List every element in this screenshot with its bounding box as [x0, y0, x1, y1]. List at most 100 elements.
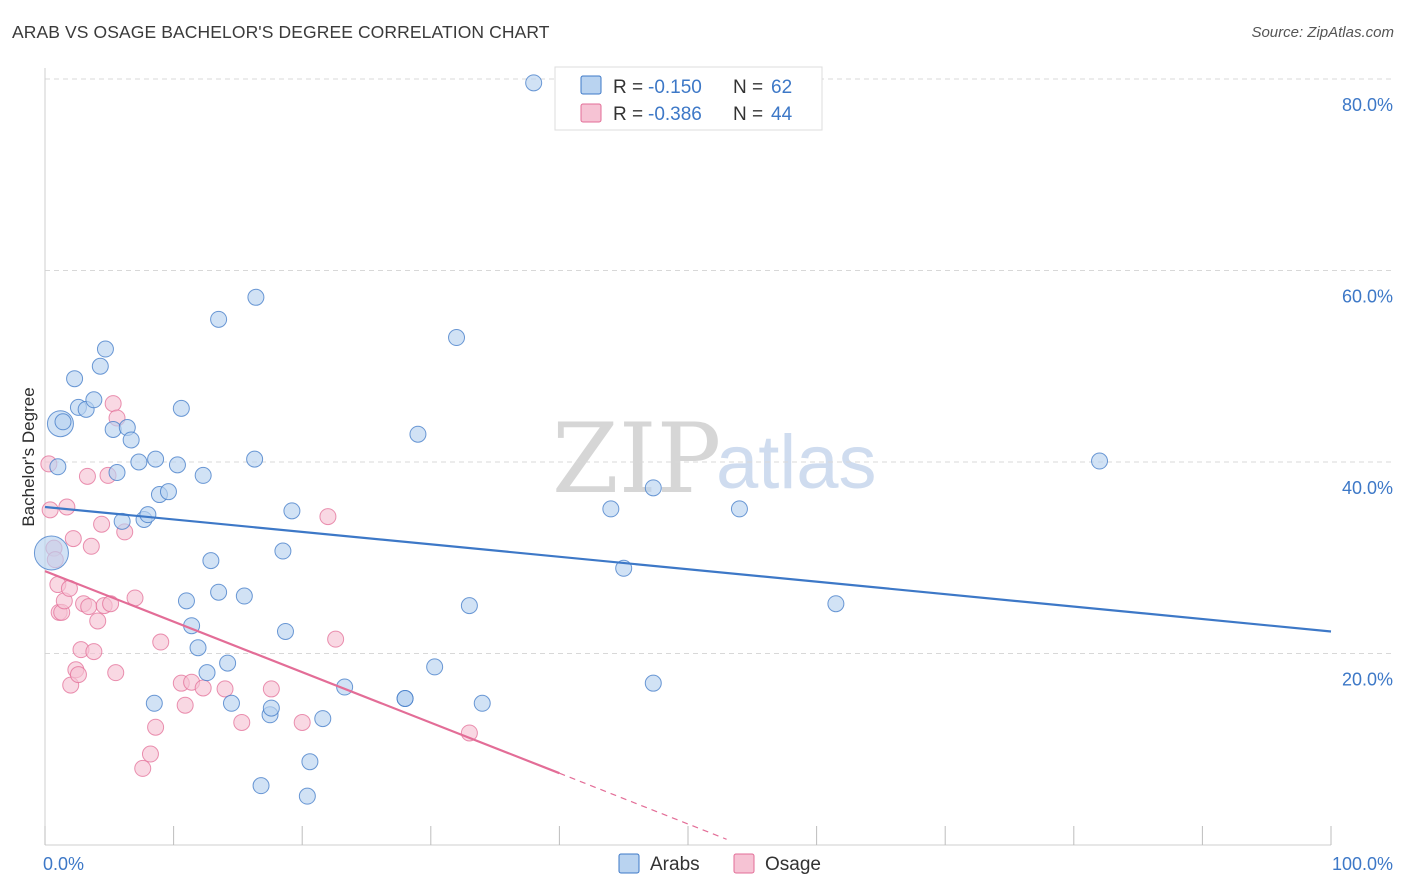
stats-legend: R = -0.150 N = 62 R = -0.386 N = 44 [554, 66, 823, 131]
osage-point-37 [194, 679, 212, 697]
arabs-point-57 [644, 674, 662, 692]
arabs-point-12 [113, 512, 131, 530]
arabs-point-7 [85, 391, 103, 409]
arabs-point-9 [96, 340, 114, 358]
legend-n-value-osage: 44 [771, 104, 793, 125]
arabs-point-33 [235, 587, 253, 605]
arabs-point-50 [448, 329, 466, 347]
arabs-point-40 [276, 622, 294, 640]
osage-point-31 [141, 745, 159, 763]
arabs-point-10 [104, 420, 122, 438]
arabs-point-61 [145, 694, 163, 712]
osage-trend-line [44, 570, 560, 775]
arabs-point-27 [198, 664, 216, 682]
arabs-point-39 [274, 542, 292, 560]
arabs-point-21 [168, 456, 186, 474]
chart-title: ARAB VS OSAGE BACHELOR'S DEGREE CORRELAT… [12, 22, 550, 42]
arabs-point-49 [426, 658, 444, 676]
arabs-point-17 [139, 506, 157, 524]
osage-point-42 [319, 508, 337, 526]
y-tick-label-80: 80.0% [1342, 95, 1393, 115]
arabs-point-2 [33, 535, 69, 571]
y-axis-label: Bachelor's Degree [19, 387, 38, 526]
y-tick-label-20: 20.0% [1342, 670, 1393, 690]
arabs-point-3 [54, 413, 72, 431]
osage-point-17 [80, 598, 98, 616]
arabs-point-54 [602, 500, 620, 518]
osage-point-33 [152, 633, 170, 651]
grid-lines [45, 78, 1392, 654]
arabs-point-1 [49, 458, 67, 476]
osage-point-40 [262, 680, 280, 698]
osage-trend-line-extension [559, 772, 727, 840]
legend-n-label-osage: N = [733, 104, 763, 125]
legend-label-arabs: Arabs [650, 854, 700, 875]
osage-point-25 [104, 395, 122, 413]
legend-label-osage: Osage [765, 854, 821, 875]
x-tick-label-min: 0.0% [43, 854, 84, 874]
arabs-point-41 [283, 502, 301, 520]
trend-lines [44, 505, 1332, 840]
y-tick-label-40: 40.0% [1342, 478, 1393, 498]
legend-swatch-arabs [618, 853, 640, 874]
legend-swatch-osage [733, 853, 755, 874]
arabs-point-59 [827, 595, 845, 613]
arabs-point-22 [172, 399, 190, 417]
arabs-point-15 [130, 453, 148, 471]
watermark-zip: ZIP [552, 403, 721, 515]
chart-source: Source: ZipAtlas.com [1251, 24, 1394, 41]
legend-n-value-arabs: 62 [771, 77, 792, 98]
legend-swatch-osage-stats [580, 103, 602, 123]
arabs-point-14 [122, 431, 140, 449]
arabs-point-31 [219, 654, 237, 672]
arabs-points [33, 74, 1109, 805]
osage-point-24 [102, 595, 120, 613]
legend-swatch-arabs-stats [580, 75, 602, 95]
arabs-point-56 [644, 479, 662, 497]
arabs-point-38 [262, 699, 280, 717]
arabs-point-42 [298, 787, 316, 805]
osage-point-35 [176, 696, 194, 714]
arabs-point-47 [396, 690, 414, 708]
arabs-point-4 [66, 370, 84, 388]
osage-point-39 [233, 713, 251, 731]
arabs-point-48 [409, 425, 427, 443]
arabs-point-60 [1091, 452, 1109, 470]
arabs-point-8 [91, 357, 109, 375]
arabs-point-44 [314, 710, 332, 728]
legend-r-value-arabs: -0.150 [648, 77, 702, 98]
osage-point-38 [216, 680, 234, 698]
osage-point-18 [82, 537, 100, 555]
osage-point-13 [69, 666, 87, 684]
arabs-point-18 [147, 450, 165, 468]
osage-point-21 [93, 515, 111, 533]
legend-r-label-osage: R = [613, 104, 643, 125]
arabs-point-36 [252, 777, 270, 795]
arabs-point-43 [301, 753, 319, 771]
arabs-point-51 [460, 597, 478, 615]
osage-point-43 [327, 630, 345, 648]
arabs-point-34 [246, 450, 264, 468]
arabs-point-29 [210, 583, 228, 601]
arabs-point-28 [202, 552, 220, 570]
legend-r-label-arabs: R = [613, 77, 643, 98]
arabs-point-30 [210, 310, 228, 328]
osage-point-32 [147, 718, 165, 736]
arabs-point-11 [108, 464, 126, 482]
osage-point-30 [134, 759, 152, 777]
osage-point-1 [41, 501, 59, 519]
x-tick-label-max: 100.0% [1332, 854, 1393, 874]
osage-point-11 [64, 530, 82, 548]
bottom-legend: Arabs Osage [618, 853, 821, 875]
osage-point-19 [85, 643, 103, 661]
arabs-point-35 [247, 288, 265, 306]
arabs-point-52 [473, 694, 491, 712]
arabs-point-53 [525, 74, 543, 92]
arabs-point-32 [222, 694, 240, 712]
arabs-point-25 [189, 639, 207, 657]
osage-point-16 [78, 467, 96, 485]
y-tick-label-60: 60.0% [1342, 287, 1393, 307]
legend-r-value-osage: -0.386 [648, 104, 702, 125]
osage-point-26 [107, 664, 125, 682]
